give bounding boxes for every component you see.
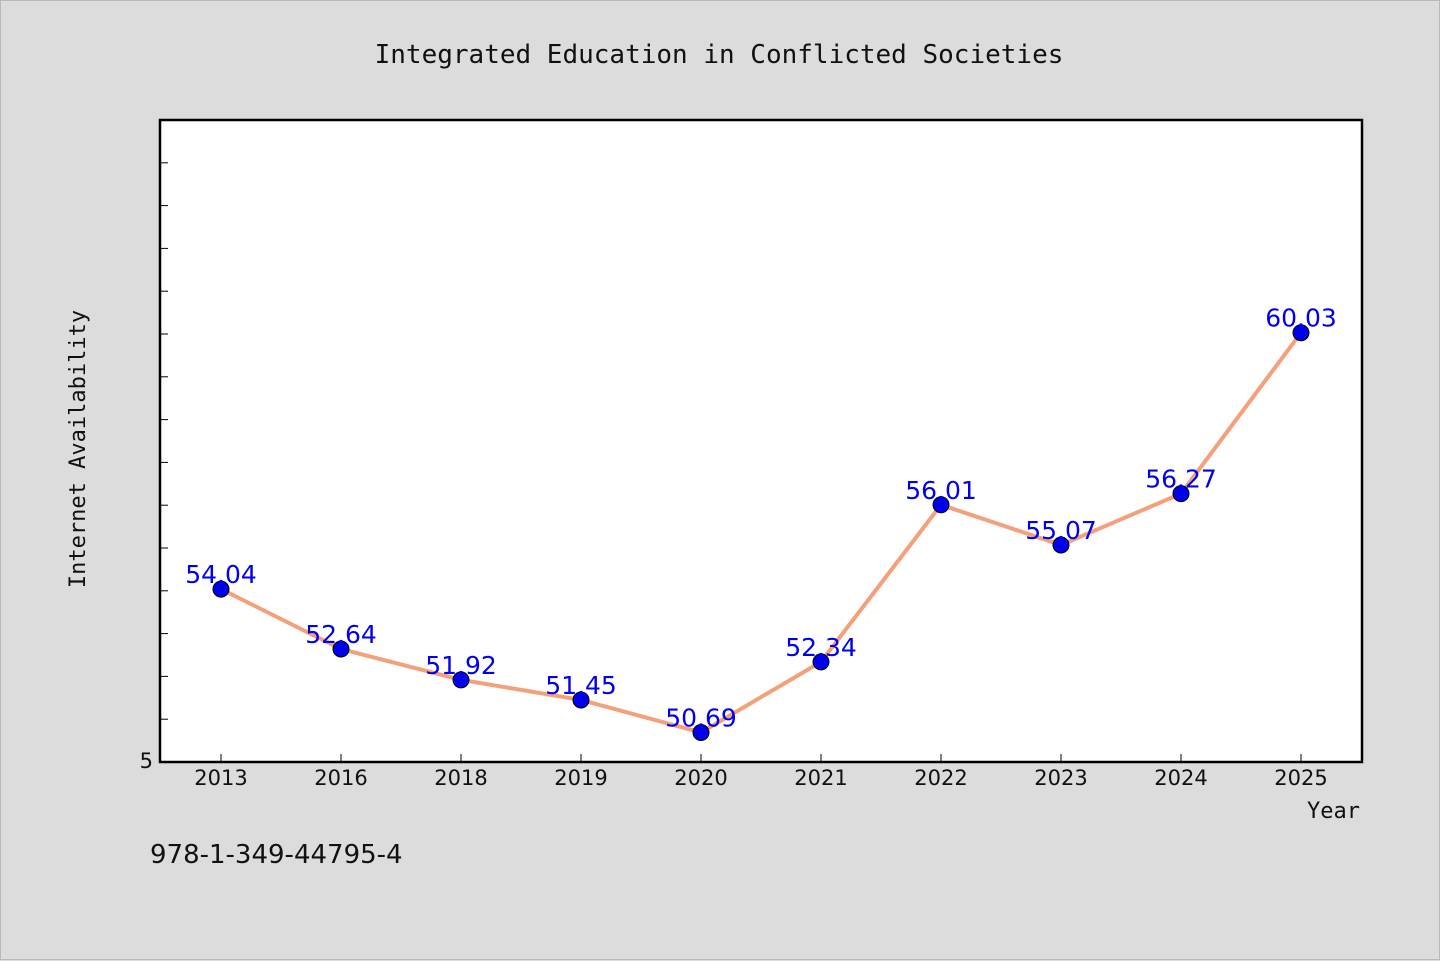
x-tick-label: 2021 [794,766,847,790]
data-point [572,691,590,709]
data-point [932,496,950,514]
data-label: 51.45 [545,671,617,700]
x-tick-label: 2013 [194,766,247,790]
x-tick-label: 2023 [1034,766,1087,790]
data-point [1172,485,1190,503]
x-tick-label: 2025 [1274,766,1327,790]
data-label: 50.69 [665,703,737,732]
data-point [1292,324,1310,342]
y-axis-ticks: 5 [140,162,168,773]
x-tick-label: 2020 [674,766,727,790]
data-point [1052,536,1070,554]
data-labels: 54.04 52.64 51.92 51.45 50.69 52.34 56.01 55.07… [185,304,1337,733]
data-label: 56.01 [905,476,977,505]
data-point [692,723,710,741]
data-markers [212,324,1310,741]
data-label: 52.34 [785,633,857,662]
x-axis-ticks: 2013 2016 2018 2019 2020 2021 2022 2023 2024 2025 [194,754,1328,790]
series-line-group [219,330,1303,735]
chart-title: Integrated Education in Conflicted Socie… [375,40,1064,70]
data-label: 54.04 [185,560,257,589]
x-tick-label: 2022 [914,766,967,790]
series-line [219,330,1303,735]
data-label: 55.07 [1025,516,1097,545]
x-tick-label: 2018 [434,766,487,790]
isbn-text: 978-1-349-44795-4 [150,840,403,870]
data-label: 60.03 [1265,304,1337,333]
y-tick-label: 5 [140,749,153,773]
data-point [212,580,230,598]
data-label: 51.92 [425,651,497,680]
data-label: 52.64 [305,620,377,649]
data-point [452,671,470,689]
data-label: 56.27 [1145,465,1217,494]
x-tick-label: 2016 [314,766,367,790]
data-point [332,640,350,658]
x-axis-label: Year [1307,799,1360,824]
x-tick-label: 2019 [554,766,607,790]
y-axis-label: Internet Availability [66,310,91,588]
data-point [812,653,830,671]
x-tick-label: 2024 [1154,766,1207,790]
plot-area [158,118,1364,764]
